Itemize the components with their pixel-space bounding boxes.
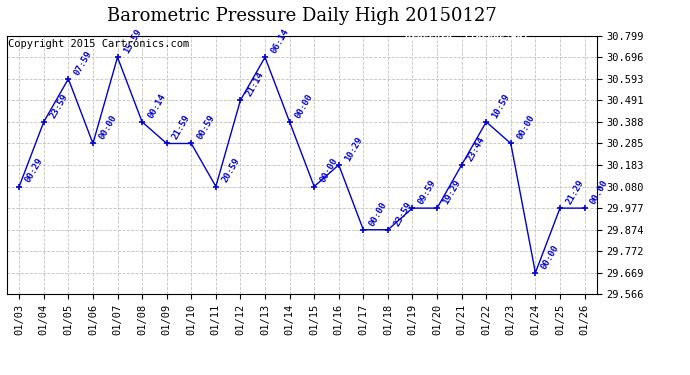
Text: 21:14: 21:14 (244, 70, 266, 98)
Text: 20:59: 20:59 (220, 157, 242, 184)
Text: 19:29: 19:29 (441, 178, 462, 206)
Text: 00:00: 00:00 (515, 114, 536, 141)
Text: 21:59: 21:59 (171, 114, 192, 141)
Title: Barometric Pressure Daily High 20150127: Barometric Pressure Daily High 20150127 (107, 7, 497, 25)
Text: 06:14: 06:14 (269, 27, 290, 55)
Text: 15:59: 15:59 (121, 27, 143, 55)
Text: 07:59: 07:59 (72, 49, 94, 77)
Text: 00:59: 00:59 (195, 114, 217, 141)
Text: 00:00: 00:00 (294, 92, 315, 120)
Text: 10:59: 10:59 (491, 92, 511, 120)
Text: 00:00: 00:00 (589, 178, 610, 206)
Text: 00:14: 00:14 (146, 92, 168, 120)
Text: 00:00: 00:00 (318, 157, 339, 184)
Text: Copyright 2015 Cartronics.com: Copyright 2015 Cartronics.com (8, 39, 190, 50)
Text: 23:59: 23:59 (48, 92, 69, 120)
Text: 00:00: 00:00 (97, 114, 118, 141)
Text: 23:59: 23:59 (392, 200, 413, 228)
Text: 21:29: 21:29 (564, 178, 585, 206)
Text: 00:00: 00:00 (368, 200, 388, 228)
Text: 00:00: 00:00 (540, 243, 561, 271)
Text: 23:44: 23:44 (466, 135, 487, 163)
Text: 09:59: 09:59 (417, 178, 438, 206)
Text: 10:29: 10:29 (343, 135, 364, 163)
Text: 00:29: 00:29 (23, 157, 45, 184)
